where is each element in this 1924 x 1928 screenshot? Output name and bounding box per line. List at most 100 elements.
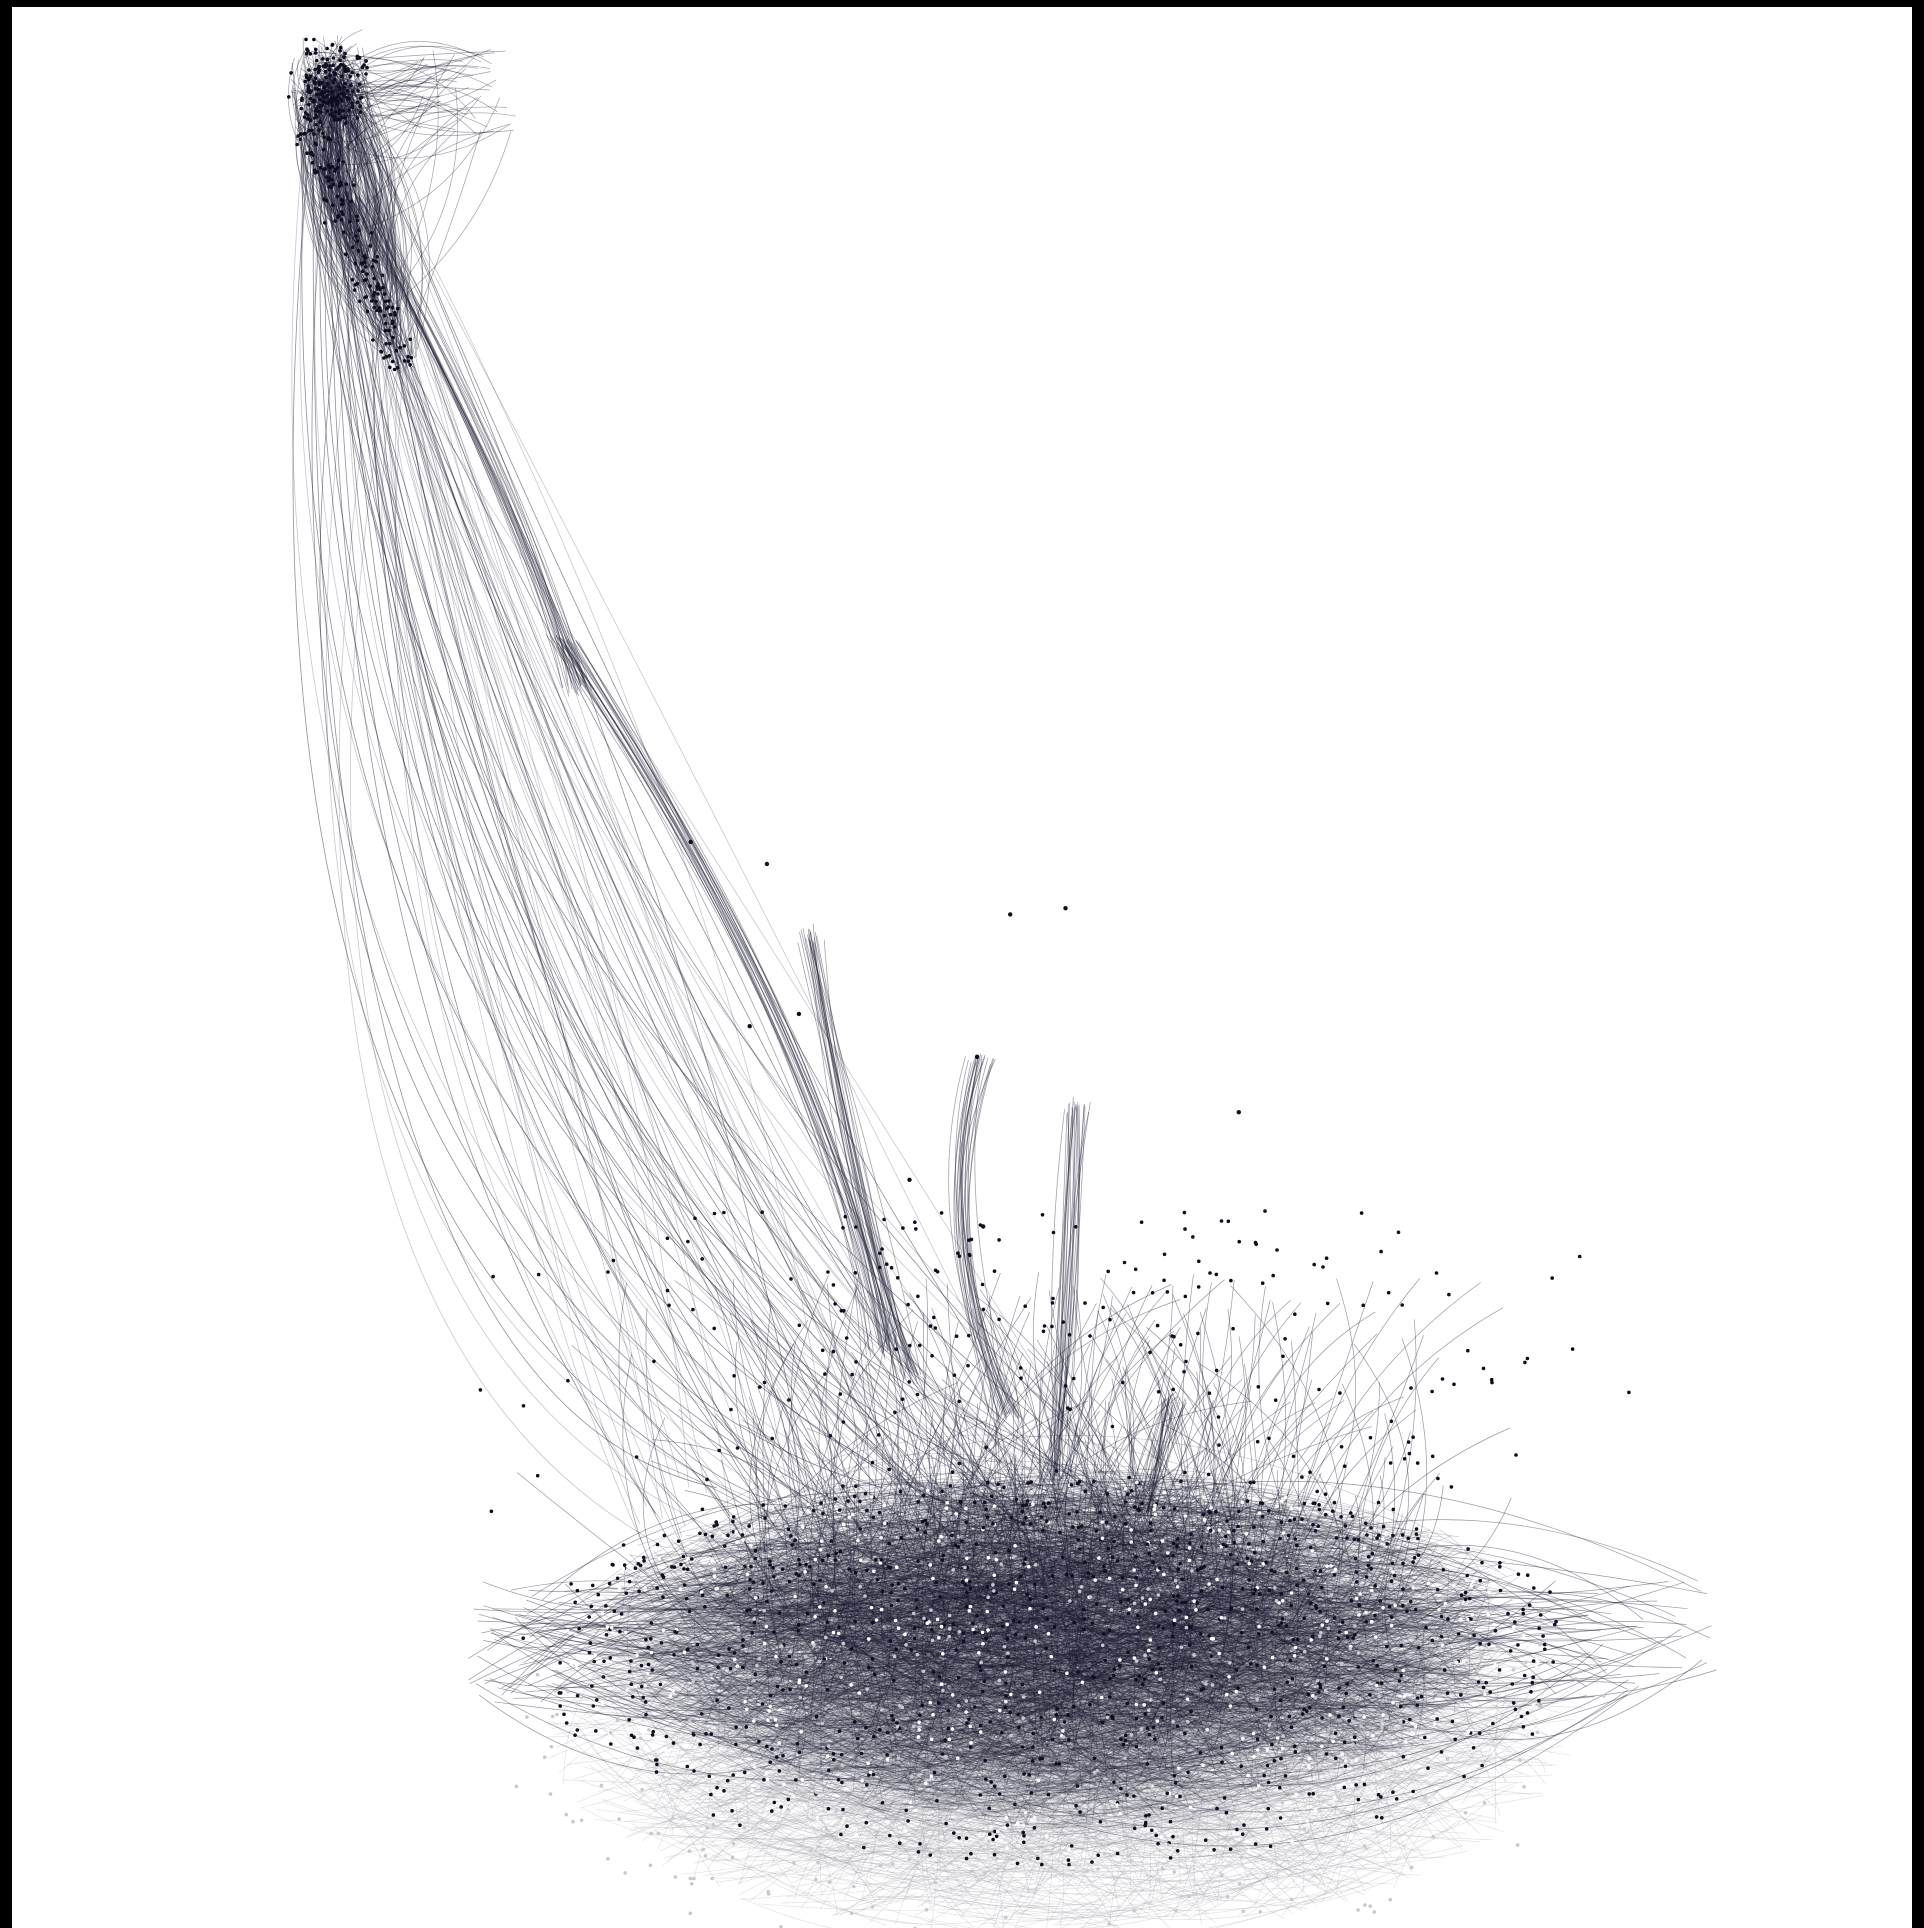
edge (758, 1653, 1088, 1805)
edge (781, 1872, 1270, 1904)
edge (546, 1723, 957, 1826)
edge (1076, 1690, 1161, 1696)
edge (1188, 1681, 1289, 1728)
edge (1222, 1655, 1411, 1674)
edge (991, 1653, 1210, 1886)
edge (725, 1562, 1236, 1630)
edge (726, 1688, 980, 1829)
edge (594, 1721, 674, 1811)
edge (698, 1647, 857, 1761)
edge (896, 1716, 1074, 1836)
edge (908, 1685, 1095, 1851)
edge (1494, 1697, 1525, 1743)
edge (972, 1613, 1108, 1820)
edge (914, 1708, 1043, 1899)
edge (969, 1620, 1285, 1831)
edge (794, 1699, 1085, 1918)
edge (691, 1611, 1287, 1689)
edge (770, 1660, 1063, 1711)
edge (670, 1560, 1539, 1720)
edge (1096, 1594, 1471, 1706)
edge (785, 1812, 1354, 1918)
edge (603, 1614, 805, 1700)
edge (934, 1658, 1302, 1700)
edge (893, 1757, 1540, 1768)
edge (1032, 1674, 1217, 1909)
edge (715, 1589, 1015, 1803)
edge (1316, 1706, 1497, 1889)
edge (827, 1800, 1401, 1838)
edge (1078, 1772, 1361, 1920)
edge (1218, 1628, 1462, 1686)
edge (810, 1583, 1052, 1652)
edge (623, 1681, 961, 1768)
edge (987, 1560, 1363, 1763)
edge (1064, 1692, 1335, 1821)
edge (940, 1659, 957, 1711)
edge (673, 1731, 1188, 1788)
edge (1355, 1594, 1484, 1676)
edge (1228, 1637, 1477, 1854)
edge (859, 1746, 949, 1831)
edge (1233, 1631, 1387, 1827)
edge (1020, 1645, 1440, 1708)
edge (797, 1665, 1372, 1784)
edge (954, 1582, 1268, 1642)
edge (897, 1612, 1003, 1819)
edge (1064, 1772, 1302, 1805)
edge (705, 1681, 1287, 1800)
edge (871, 1749, 1248, 1898)
edge (1036, 1559, 1337, 1631)
edge (935, 1686, 1421, 1739)
edge (885, 1744, 1449, 1831)
edge (916, 1650, 1112, 1778)
edge (989, 1679, 1001, 1806)
edge (891, 1669, 1400, 1851)
edge (819, 1787, 947, 1898)
edge (1030, 1678, 1056, 1762)
edge (1185, 1604, 1238, 1718)
edge (1071, 1808, 1260, 1816)
edge (1068, 1611, 1099, 1623)
edge (847, 1563, 1213, 1701)
edge (1097, 1558, 1120, 1912)
edge (938, 1567, 989, 1840)
edge (1219, 1580, 1347, 1770)
edge (1063, 1586, 1124, 1651)
edge (1334, 1724, 1520, 1889)
edge (732, 1608, 952, 1845)
edge (1058, 1740, 1407, 1923)
edge (970, 1749, 1161, 1912)
edge (1188, 1697, 1223, 1709)
edge (710, 1570, 1104, 1647)
edge (670, 1615, 1361, 1829)
edge (1090, 1676, 1385, 1773)
edge (933, 1714, 1553, 1878)
edge (927, 1667, 1093, 1733)
edge (872, 1627, 1061, 1877)
edge (804, 1617, 1122, 1680)
edge (688, 1656, 711, 1880)
edge (749, 1600, 960, 1902)
edge (1231, 1745, 1563, 1846)
edge (668, 1668, 1532, 1832)
edge (727, 1611, 824, 1695)
edge (1102, 1640, 1362, 1836)
edge (684, 1711, 944, 1767)
edge (688, 1634, 1215, 1812)
edge (1033, 1622, 1329, 1896)
edge (825, 1593, 906, 1765)
edge (1040, 1590, 1361, 1711)
edge (819, 1611, 893, 1910)
edge (765, 1632, 1243, 1702)
edge (862, 1589, 1074, 1854)
edge (846, 1628, 1488, 1753)
edge (754, 1782, 1154, 1865)
edge (697, 1672, 1420, 1804)
edge (1317, 1714, 1443, 1807)
edge (776, 1643, 968, 1705)
edge (1025, 1678, 1345, 1701)
edge (831, 1587, 1481, 1843)
edge (906, 1652, 1206, 1787)
edge (715, 1630, 1007, 1698)
